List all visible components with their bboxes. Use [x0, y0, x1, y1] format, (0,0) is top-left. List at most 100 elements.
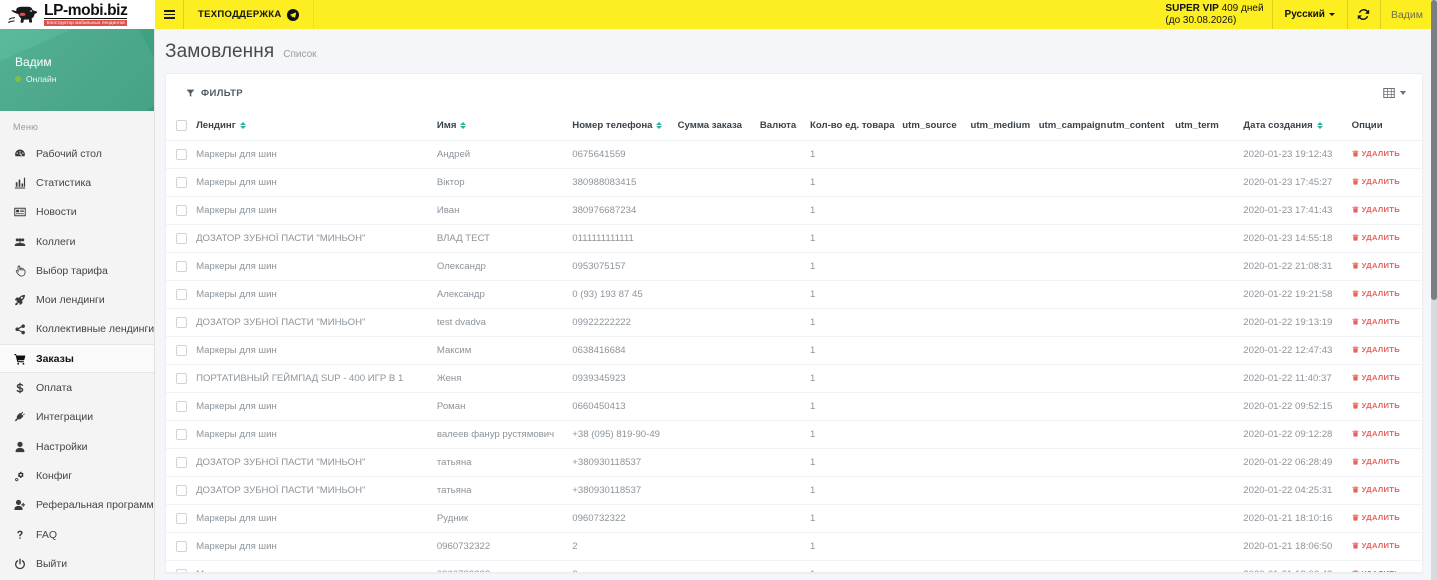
- sort-toggle-icon[interactable]: [1316, 122, 1323, 129]
- table-row[interactable]: ДОЗАТОР ЗУБНОЇ ПАСТИ "МИНЬОН" ВЛАД ТЕСТ 01…: [166, 224, 1422, 253]
- delete-row-button[interactable]: УДАЛИТЬ: [1352, 541, 1400, 550]
- cell-currency: [759, 532, 810, 561]
- delete-row-button[interactable]: УДАЛИТЬ: [1352, 345, 1400, 354]
- table-row[interactable]: Маркеры для шин Рудник 0960732322 1 2020-01-…: [166, 504, 1422, 533]
- sort-toggle-icon[interactable]: [239, 122, 246, 129]
- delete-row-button[interactable]: УДАЛИТЬ: [1352, 485, 1400, 494]
- column-header-landing[interactable]: Лендинг: [188, 112, 437, 141]
- row-checkbox[interactable]: [176, 457, 187, 468]
- row-checkbox[interactable]: [176, 177, 187, 188]
- cell-utm_content: [1106, 532, 1176, 561]
- delete-row-button[interactable]: УДАЛИТЬ: [1352, 373, 1400, 382]
- language-selector[interactable]: Русский: [1271, 0, 1347, 29]
- row-checkbox[interactable]: [176, 233, 187, 244]
- filter-button[interactable]: ФИЛЬТР: [186, 88, 243, 99]
- column-header-phone[interactable]: Номер телефона: [572, 112, 678, 141]
- row-checkbox[interactable]: [176, 317, 187, 328]
- table-row[interactable]: Маркеры для шин Віктор 380988083415 1 2020-0…: [166, 168, 1422, 197]
- column-settings-button[interactable]: [1383, 87, 1406, 99]
- row-checkbox[interactable]: [176, 289, 187, 300]
- delete-row-button[interactable]: УДАЛИТЬ: [1352, 317, 1400, 326]
- row-checkbox[interactable]: [176, 569, 187, 572]
- row-checkbox[interactable]: [176, 373, 187, 384]
- delete-row-button[interactable]: УДАЛИТЬ: [1352, 513, 1400, 522]
- table-row[interactable]: Маркеры для шин Максим 0638416684 1 2020-01-…: [166, 336, 1422, 365]
- cell-created: 2020-01-22 21:08:31: [1243, 252, 1352, 281]
- delete-row-button[interactable]: УДАЛИТЬ: [1352, 177, 1400, 186]
- cell-utm_medium: [970, 308, 1039, 337]
- sidebar-item-6[interactable]: Мои лендинги: [0, 285, 154, 314]
- table-row[interactable]: Маркеры для шин Олександр 0953075157 1 2020-…: [166, 252, 1422, 281]
- sidebar-item-8[interactable]: Заказы: [0, 344, 154, 374]
- row-checkbox[interactable]: [176, 429, 187, 440]
- sidebar-item-13[interactable]: Реферальная программа: [0, 491, 154, 520]
- delete-row-button[interactable]: УДАЛИТЬ: [1352, 289, 1400, 298]
- row-checkbox[interactable]: [176, 345, 187, 356]
- sort-toggle-icon[interactable]: [460, 122, 467, 129]
- cell-utm_content: [1106, 476, 1176, 505]
- support-button[interactable]: ТЕХПОДДЕРЖКА: [184, 0, 314, 29]
- sidebar-item-9[interactable]: Оплата: [0, 373, 154, 402]
- table-row[interactable]: ПОРТАТИВНЫЙ ГЕЙМПАД SUP - 400 ИГР В 1 Жен…: [166, 364, 1422, 393]
- page-scrollbar-thumb[interactable]: [1431, 0, 1437, 300]
- sidebar-item-7[interactable]: Коллективные лендинги: [0, 315, 154, 344]
- sidebar-item-14[interactable]: FAQ: [0, 520, 154, 549]
- page-scrollbar-track[interactable]: [1431, 0, 1437, 580]
- row-checkbox[interactable]: [176, 261, 187, 272]
- row-checkbox[interactable]: [176, 401, 187, 412]
- column-header-qty: Кол-во ед. товара: [810, 112, 903, 141]
- table-row[interactable]: Маркеры для шин Иван 380976687234 1 2020-01-…: [166, 196, 1422, 225]
- cell-currency: [759, 476, 810, 505]
- table-row[interactable]: ДОЗАТОР ЗУБНОЇ ПАСТИ "МИНЬОН" test dvadva…: [166, 308, 1422, 337]
- table-row[interactable]: ДОЗАТОР ЗУБНОЇ ПАСТИ "МИНЬОН" татьяна +380…: [166, 476, 1422, 505]
- cell-name: 0960732322: [436, 532, 573, 561]
- sidebar-item-15[interactable]: Выйти: [0, 549, 154, 578]
- refresh-button[interactable]: [1346, 0, 1381, 29]
- column-header-name[interactable]: Имя: [436, 112, 573, 141]
- row-checkbox[interactable]: [176, 541, 187, 552]
- delete-label: УДАЛИТЬ: [1361, 177, 1400, 186]
- cell-utm_source: [902, 476, 971, 505]
- table-row[interactable]: Маркеры для шин валеев фанур рустямович +3…: [166, 420, 1422, 449]
- sidebar-item-1[interactable]: Рабочий стол: [0, 139, 154, 168]
- sidebar-item-11[interactable]: Настройки: [0, 432, 154, 461]
- column-header-created[interactable]: Дата создания: [1243, 112, 1352, 141]
- row-checkbox[interactable]: [176, 513, 187, 524]
- sidebar-item-12[interactable]: Конфиг: [0, 461, 154, 490]
- delete-row-button[interactable]: УДАЛИТЬ: [1352, 429, 1400, 438]
- delete-row-button[interactable]: УДАЛИТЬ: [1352, 205, 1400, 214]
- delete-label: УДАЛИТЬ: [1361, 513, 1400, 522]
- row-checkbox[interactable]: [176, 485, 187, 496]
- sidebar-item-5[interactable]: Выбор тарифа: [0, 256, 154, 285]
- brand-logo[interactable]: LP-mobi.biz Конструктор мобильных лендин…: [0, 0, 155, 29]
- cell-created: 2020-01-23 19:12:43: [1243, 140, 1352, 169]
- cell-sum: [677, 476, 760, 505]
- table-row[interactable]: Маркеры для шин Андрей 0675641559 1 2020-01-…: [166, 140, 1422, 169]
- header-text: utm_campaign: [1038, 120, 1107, 131]
- user-menu-button[interactable]: Вадим: [1381, 0, 1437, 29]
- cell-qty: 1: [810, 448, 903, 477]
- caret-down-icon: [1400, 91, 1406, 95]
- delete-row-button[interactable]: УДАЛИТЬ: [1352, 261, 1400, 270]
- row-checkbox[interactable]: [176, 149, 187, 160]
- sidebar-online-status: Онлайн: [15, 74, 154, 84]
- sidebar-toggle-button[interactable]: [155, 0, 184, 29]
- sidebar-item-4[interactable]: Коллеги: [0, 227, 154, 256]
- sidebar-item-3[interactable]: Новости: [0, 198, 154, 227]
- table-row[interactable]: Маркеры для шин Александр 0 (93) 193 87 45…: [166, 280, 1422, 309]
- delete-row-button[interactable]: УДАЛИТЬ: [1352, 149, 1400, 158]
- delete-row-button[interactable]: УДАЛИТЬ: [1352, 401, 1400, 410]
- table-row[interactable]: Маркеры для шин Роман 0660450413 1 2020-01-2…: [166, 392, 1422, 421]
- cell-options: УДАЛИТЬ: [1351, 448, 1422, 477]
- sidebar-item-10[interactable]: Интеграции: [0, 403, 154, 432]
- table-row[interactable]: ДОЗАТОР ЗУБНОЇ ПАСТИ "МИНЬОН" татьяна +380…: [166, 448, 1422, 477]
- row-checkbox[interactable]: [176, 205, 187, 216]
- delete-row-button[interactable]: УДАЛИТЬ: [1352, 233, 1400, 242]
- delete-row-button[interactable]: УДАЛИТЬ: [1352, 457, 1400, 466]
- sidebar-item-2[interactable]: Статистика: [0, 168, 154, 197]
- delete-row-button[interactable]: УДАЛИТЬ: [1352, 569, 1400, 572]
- select-all-checkbox[interactable]: [176, 120, 187, 131]
- sort-toggle-icon[interactable]: [656, 122, 663, 129]
